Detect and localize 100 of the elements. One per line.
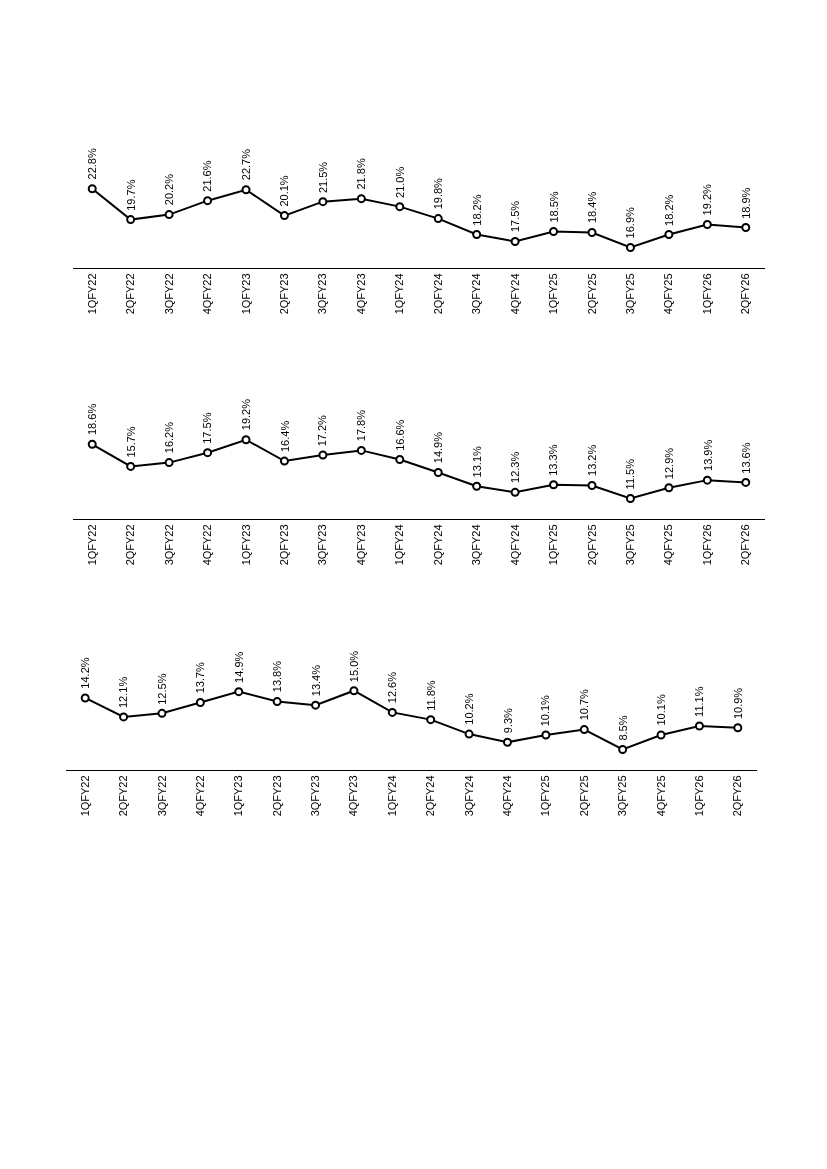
point (426, 715, 436, 725)
data-label: 13.4% (309, 664, 322, 697)
point (241, 435, 251, 445)
point (318, 450, 328, 460)
x-tick-label: 3QFY24 (470, 273, 483, 315)
x-tick-label: 1QFY23 (232, 775, 245, 817)
data-label: 17.2% (316, 414, 329, 447)
x-tick-label: 1QFY23 (239, 524, 252, 566)
point (87, 439, 97, 449)
point (279, 456, 289, 466)
x-tick-label: 1QFY24 (393, 524, 406, 566)
x-tick-label: 3QFY24 (462, 775, 475, 817)
data-label: 11.8% (424, 680, 437, 711)
data-label: 15.0% (347, 650, 360, 683)
data-label: 12.3% (509, 451, 522, 483)
x-tick-label: 1QFY25 (539, 775, 552, 817)
data-label: 19.2% (701, 183, 714, 216)
point (126, 461, 136, 471)
data-label: 21.6% (201, 160, 214, 192)
point (625, 242, 635, 252)
x-tick-label: 1QFY23 (239, 273, 252, 315)
point (664, 483, 674, 493)
x-tick-label: 2QFY22 (117, 775, 130, 817)
data-label: 17.8% (355, 409, 368, 442)
point (702, 220, 712, 230)
data-label: 13.2% (586, 444, 599, 476)
x-tick-label: 1QFY24 (393, 273, 406, 315)
point (234, 687, 244, 697)
x-tick-label: 1QFY26 (700, 273, 713, 315)
point (349, 686, 359, 696)
data-label: 13.7% (194, 661, 207, 694)
x-tick-label: 3QFY23 (316, 273, 329, 315)
point (157, 708, 167, 718)
x-tick-label: 2QFY25 (585, 273, 598, 315)
data-label: 11.5% (624, 458, 637, 490)
point (549, 480, 559, 490)
point (549, 227, 559, 237)
point (625, 493, 635, 503)
x-tick-label: 4QFY25 (662, 524, 675, 566)
point (272, 697, 282, 707)
x-tick-label: 2QFY26 (739, 273, 752, 315)
point (87, 184, 97, 194)
data-label: 13.3% (547, 444, 560, 476)
x-tick-label: 4QFY25 (662, 273, 675, 315)
point (510, 487, 520, 497)
data-label: 13.6% (739, 442, 752, 474)
data-label: 10.7% (578, 688, 591, 721)
data-label: 15.7% (124, 426, 137, 458)
point (618, 744, 628, 754)
point (311, 700, 321, 710)
x-tick-label: 4QFY22 (201, 273, 214, 315)
data-label: 16.4% (278, 420, 291, 453)
x-tick-label: 3QFY23 (316, 524, 329, 566)
point (195, 697, 205, 707)
x-tick-label: 2QFY22 (124, 273, 137, 315)
data-label: 18.4% (585, 191, 598, 224)
x-tick-label: 3QFY25 (624, 524, 637, 566)
data-label: 12.6% (386, 671, 399, 704)
x-tick-label: 4QFY24 (501, 775, 514, 817)
data-label: 14.2% (78, 657, 91, 689)
data-label: 13.9% (701, 439, 714, 471)
point (694, 721, 704, 731)
x-tick-label: 4QFY23 (354, 524, 367, 566)
point (587, 228, 597, 238)
x-tick-label: 1QFY25 (547, 273, 560, 315)
point (433, 214, 443, 224)
x-tick-label: 2QFY25 (585, 524, 598, 566)
data-label: 19.8% (432, 177, 445, 210)
x-tick-label: 3QFY22 (162, 524, 175, 566)
data-label: 22.7% (239, 148, 252, 181)
point (279, 211, 289, 221)
point (164, 210, 174, 220)
point (126, 215, 136, 225)
point (656, 730, 666, 740)
x-tick-label: 4QFY22 (193, 775, 206, 817)
x-tick-label: 3QFY23 (309, 775, 322, 817)
data-label: 10.9% (731, 687, 744, 720)
x-tick-label: 1QFY22 (85, 524, 98, 566)
point (702, 475, 712, 485)
data-label: 18.9% (739, 187, 752, 219)
data-label: 11.1% (692, 686, 705, 717)
point (510, 236, 520, 246)
point (741, 477, 751, 487)
data-label: 16.9% (624, 206, 637, 239)
point (241, 185, 251, 195)
x-tick-label: 2QFY23 (278, 273, 291, 315)
point (119, 712, 129, 722)
data-label: 14.9% (432, 431, 445, 464)
point (502, 737, 512, 747)
point (203, 196, 213, 206)
x-tick-label: 2QFY26 (739, 524, 752, 566)
x-tick-label: 1QFY22 (85, 273, 98, 315)
data-label: 13.8% (271, 660, 284, 693)
x-tick-label: 2QFY22 (124, 524, 137, 566)
x-tick-label: 3QFY22 (155, 775, 168, 817)
data-label: 14.9% (232, 651, 245, 683)
x-tick-label: 2QFY26 (731, 775, 744, 817)
data-label: 21.5% (316, 161, 329, 194)
x-tick-label: 2QFY25 (577, 775, 590, 817)
data-label: 8.5% (616, 715, 629, 741)
